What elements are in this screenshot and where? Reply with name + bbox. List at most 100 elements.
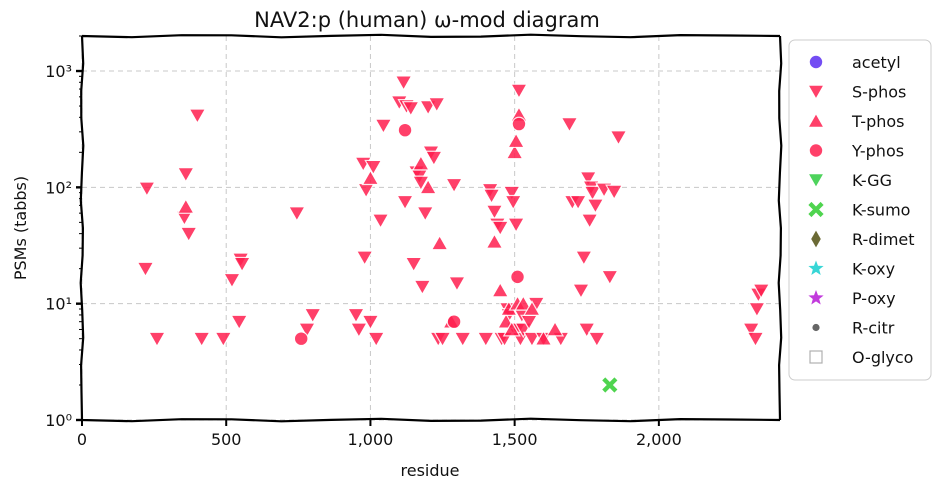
s-phos-point xyxy=(491,220,510,237)
t-phos-point xyxy=(514,294,533,311)
t-phos-point xyxy=(176,198,195,214)
s-phos-point xyxy=(485,204,504,221)
s-phos-point xyxy=(574,250,593,267)
s-phos-point xyxy=(364,159,383,176)
s-phos-point xyxy=(357,182,376,199)
k-sumo-point xyxy=(602,377,618,393)
s-phos-point xyxy=(137,181,156,198)
s-phos-point xyxy=(569,194,588,211)
t-phos-point xyxy=(485,233,504,249)
legend-box xyxy=(788,39,932,381)
s-phos-point xyxy=(349,322,368,339)
s-phos-point xyxy=(287,206,306,222)
s-phos-point xyxy=(482,188,501,205)
t-phos-point xyxy=(411,154,430,171)
s-phos-point xyxy=(560,117,579,133)
s-phos-point xyxy=(587,331,606,348)
legend-marker-p-oxy xyxy=(808,290,824,305)
s-phos-point xyxy=(401,101,420,117)
s-phos-point xyxy=(522,331,541,348)
s-phos-point xyxy=(504,194,523,211)
s-phos-point xyxy=(136,261,155,278)
legend-marker-y-phos xyxy=(808,143,824,158)
y-tick-label: 10⁰ xyxy=(45,411,72,430)
y-phos-point xyxy=(397,122,413,138)
s-phos-point xyxy=(427,97,446,113)
s-phos-point xyxy=(176,167,195,183)
t-phos-point xyxy=(545,320,565,337)
axis-ticks: 0 500 1,000 1,500 2,000 10⁰ 10¹ 10² 10³ xyxy=(45,35,682,449)
s-phos-point xyxy=(577,322,596,339)
legend-label-k-sumo: K-sumo xyxy=(852,201,910,220)
legend-marker-k-sumo xyxy=(808,201,824,218)
legend-label-acetyl: acetyl xyxy=(852,53,901,72)
s-phos-point xyxy=(433,331,452,348)
s-phos-point xyxy=(507,217,526,234)
s-phos-point xyxy=(367,331,386,348)
s-phos-point xyxy=(605,184,624,201)
s-phos-point xyxy=(179,226,198,243)
data-points xyxy=(136,75,771,393)
s-phos-point xyxy=(746,331,765,348)
s-phos-point xyxy=(509,83,529,100)
s-phos-point xyxy=(600,269,619,286)
s-phos-point xyxy=(233,256,252,273)
s-phos-point xyxy=(747,301,766,318)
t-phos-point xyxy=(507,132,526,149)
s-phos-point xyxy=(742,322,761,339)
s-phos-point xyxy=(188,108,207,125)
t-phos-point xyxy=(502,320,521,337)
x-tick-label: 1,000 xyxy=(348,430,394,449)
s-phos-point xyxy=(404,256,423,273)
legend-marker-s-phos xyxy=(806,84,826,101)
s-phos-point xyxy=(413,279,432,296)
legend-label-y-phos: Y-phos xyxy=(851,142,904,161)
y-tick-label: 10³ xyxy=(45,62,72,81)
s-phos-point xyxy=(571,283,591,300)
legend-marker-r-citr xyxy=(812,323,820,332)
s-phos-point xyxy=(374,118,393,135)
s-phos-point xyxy=(453,331,472,348)
s-phos-point xyxy=(609,130,628,146)
s-phos-point xyxy=(222,272,242,289)
legend-label-r-citr: R-citr xyxy=(852,319,895,338)
y-phos-point xyxy=(510,269,525,285)
legend-label-s-phos: S-phos xyxy=(852,83,906,102)
s-phos-point xyxy=(416,206,435,222)
legend-label-t-phos: T-phos xyxy=(851,112,905,131)
s-phos-point xyxy=(583,185,602,202)
s-phos-point xyxy=(371,213,390,230)
legend-marker-o-glyco xyxy=(809,350,823,364)
t-phos-point xyxy=(491,281,510,298)
y-tick-label: 10¹ xyxy=(45,295,72,314)
y-tick-label: 10² xyxy=(45,178,72,197)
legend-marker-k-gg xyxy=(806,173,826,189)
s-phos-point xyxy=(361,314,380,331)
legend-label-p-oxy: P-oxy xyxy=(852,289,896,308)
t-phos-point xyxy=(361,169,380,186)
legend-label-o-glyco: O-glyco xyxy=(852,348,913,367)
s-phos-point xyxy=(355,250,374,267)
y-axis-label: PSMs (tabbs) xyxy=(11,176,30,280)
plot-frame xyxy=(79,33,783,423)
s-phos-point xyxy=(303,307,322,324)
x-tick-label: 1,500 xyxy=(492,430,538,449)
x-tick-label: 500 xyxy=(211,430,242,449)
legend-label-k-gg: K-GG xyxy=(852,171,892,190)
s-phos-point xyxy=(396,194,415,211)
s-phos-point xyxy=(502,185,521,202)
s-phos-point xyxy=(447,276,466,292)
s-phos-point xyxy=(214,331,233,348)
s-phos-point xyxy=(580,213,599,230)
s-phos-point xyxy=(586,198,605,215)
x-tick-label: 2,000 xyxy=(636,430,682,449)
t-phos-point xyxy=(419,178,438,195)
legend: acetyl S-phos T-phos Y-phos K-GG K-sumo R-dime… xyxy=(788,39,932,381)
t-phos-point xyxy=(430,234,449,251)
y-phos-point xyxy=(446,314,462,330)
x-axis-label: residue xyxy=(401,461,460,480)
legend-marker-k-oxy xyxy=(808,260,824,275)
s-phos-point xyxy=(445,177,464,194)
y-phos-point xyxy=(293,331,309,347)
x-tick-label: 0 xyxy=(77,430,87,449)
